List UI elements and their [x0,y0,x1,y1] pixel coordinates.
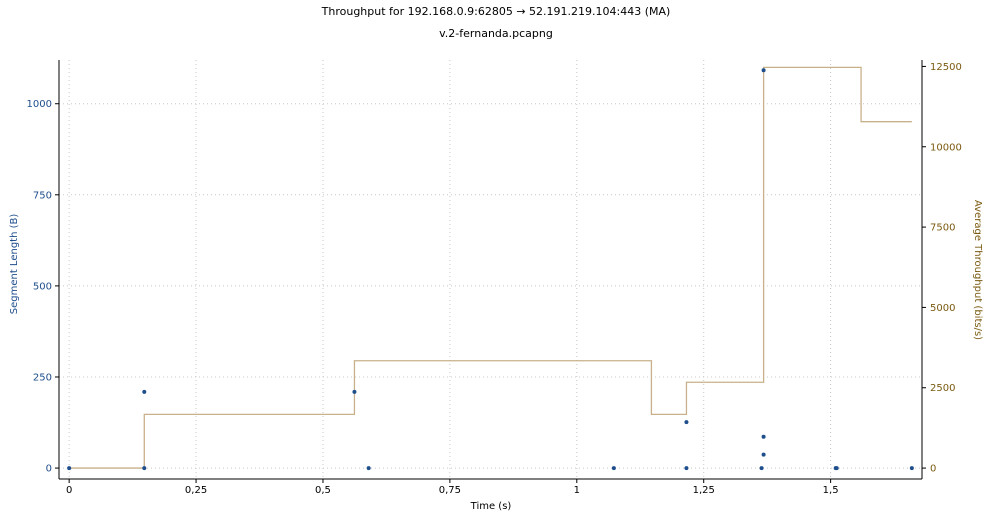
x-tick-label: 0,25 [185,485,207,496]
y2-tick-label: 10000 [930,142,962,153]
y2-tick-label: 12500 [930,62,962,73]
segment-point [611,466,616,471]
y2-tick-label: 2500 [930,383,955,394]
segment-point [761,452,766,457]
y-tick-label: 250 [33,372,52,383]
y2-tick-label: 0 [930,464,936,475]
segment-point [684,420,689,425]
segment-point [684,466,689,471]
y2-tick-label: 5000 [930,303,955,314]
y-tick-label: 750 [33,190,52,201]
segment-point [142,466,147,471]
y-tick-label: 0 [46,464,52,475]
segment-point [909,466,914,471]
y-tick-label: 1000 [27,99,52,110]
segment-point [834,466,839,471]
y2-axis-ticks: 0 2500 5000 7500 10000 12500 [922,62,962,475]
x-tick-label: 0,5 [315,485,331,496]
y2-tick-label: 7500 [930,223,955,234]
y-axis-ticks: 0 250 500 750 1000 [27,99,59,475]
x-tick-label: 0 [66,485,72,496]
x-tick-label: 1,25 [693,485,715,496]
segment-point [67,466,72,471]
segment-point [761,68,766,73]
x-tick-label: 1 [574,485,580,496]
x-axis-ticks: 0 0,25 0,5 0,75 1 1,25 1,5 [66,479,839,496]
segment-point [366,466,371,471]
y-tick-label: 500 [33,281,52,292]
y2-axis-label: Average Throughput (bits/s) [972,200,983,340]
chart-subtitle: v.2-fernanda.pcapng [439,27,553,40]
segment-points [67,68,914,471]
throughput-step-line [69,66,912,469]
x-axis-label: Time (s) [470,501,512,512]
x-tick-label: 1,5 [823,485,839,496]
y-axis-label: Segment Length (B) [9,214,20,315]
segment-point [759,466,764,471]
segment-point [142,389,147,394]
x-tick-label: 0,75 [439,485,461,496]
segment-point [761,434,766,439]
grid-lines [59,60,922,479]
segment-point [352,389,357,394]
chart-title: Throughput for 192.168.0.9:62805 → 52.19… [321,5,671,18]
